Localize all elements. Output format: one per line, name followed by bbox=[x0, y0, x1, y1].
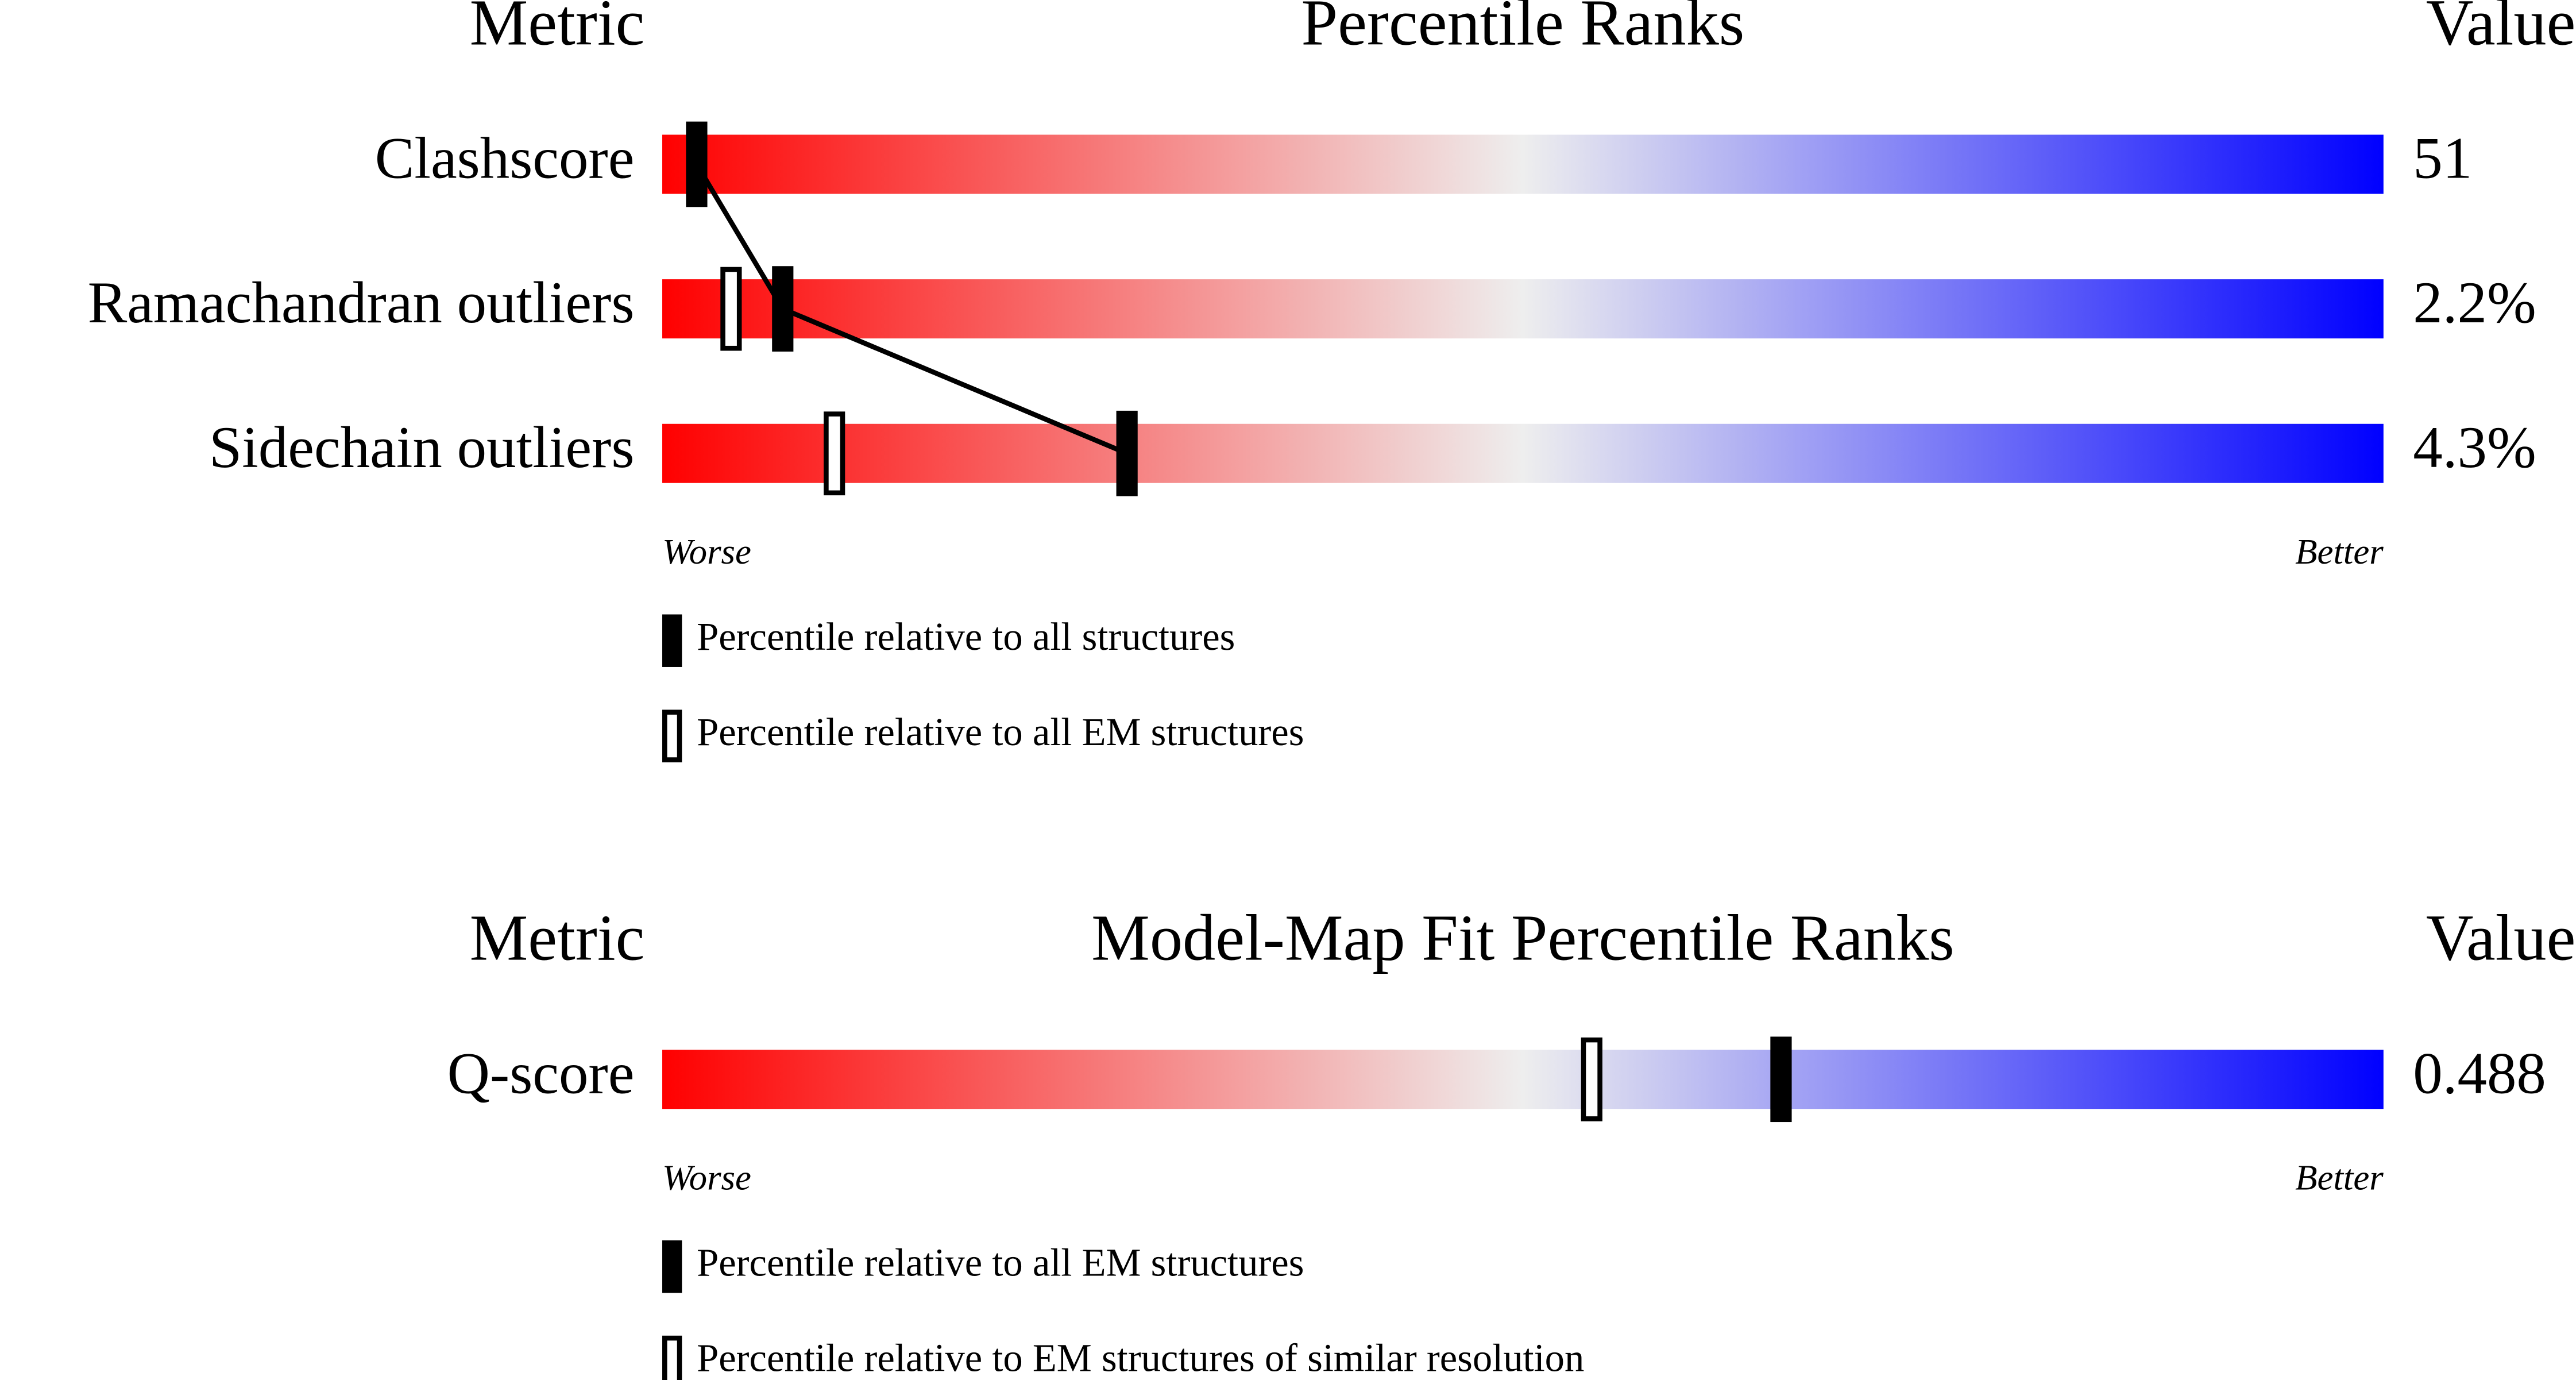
percentile-marker bbox=[686, 121, 708, 207]
legend-swatch-hollow bbox=[662, 710, 682, 762]
percentile-bar bbox=[662, 279, 2384, 339]
better-label: Better bbox=[2295, 1157, 2384, 1197]
metric-label: Ramachandran outliers bbox=[88, 270, 635, 336]
legend-label: Percentile relative to all EM structures bbox=[697, 1240, 1304, 1284]
metric-value: 0.488 bbox=[2413, 1040, 2546, 1106]
metric-value: 4.3% bbox=[2413, 415, 2536, 480]
percentile-marker bbox=[1116, 410, 1138, 496]
worse-label: Worse bbox=[662, 531, 751, 572]
metric-value: 2.2% bbox=[2413, 270, 2536, 336]
worse-label: Worse bbox=[662, 1157, 751, 1197]
header-metric: Metric bbox=[470, 901, 645, 974]
percentile-marker-hollow bbox=[720, 267, 742, 351]
metric-value: 51 bbox=[2413, 126, 2472, 191]
legend-label: Percentile relative to EM structures of … bbox=[697, 1336, 1584, 1379]
legend-swatch bbox=[662, 614, 682, 667]
metric-label: Clashscore bbox=[375, 126, 635, 191]
percentile-marker bbox=[1770, 1036, 1792, 1123]
metric-label: Sidechain outliers bbox=[209, 415, 634, 480]
legend-swatch bbox=[662, 1240, 682, 1293]
header-title: Percentile Ranks bbox=[1301, 0, 1745, 59]
better-label: Better bbox=[2295, 531, 2384, 572]
header-value: Value bbox=[2426, 901, 2575, 974]
percentile-marker-hollow bbox=[1581, 1037, 1602, 1121]
legend-label: Percentile relative to all EM structures bbox=[697, 710, 1304, 754]
legend-label: Percentile relative to all structures bbox=[697, 615, 1235, 658]
header-title: Model-Map Fit Percentile Ranks bbox=[1091, 901, 1955, 974]
percentile-bar bbox=[662, 423, 2384, 483]
header-value: Value bbox=[2426, 0, 2575, 59]
percentile-bar bbox=[662, 134, 2384, 194]
percentile-marker-hollow bbox=[824, 411, 845, 496]
percentile-bar bbox=[662, 1050, 2384, 1109]
metric-label: Q-score bbox=[447, 1040, 635, 1106]
percentile-marker bbox=[772, 266, 794, 352]
legend-swatch-hollow bbox=[662, 1335, 682, 1380]
header-metric: Metric bbox=[470, 0, 645, 59]
